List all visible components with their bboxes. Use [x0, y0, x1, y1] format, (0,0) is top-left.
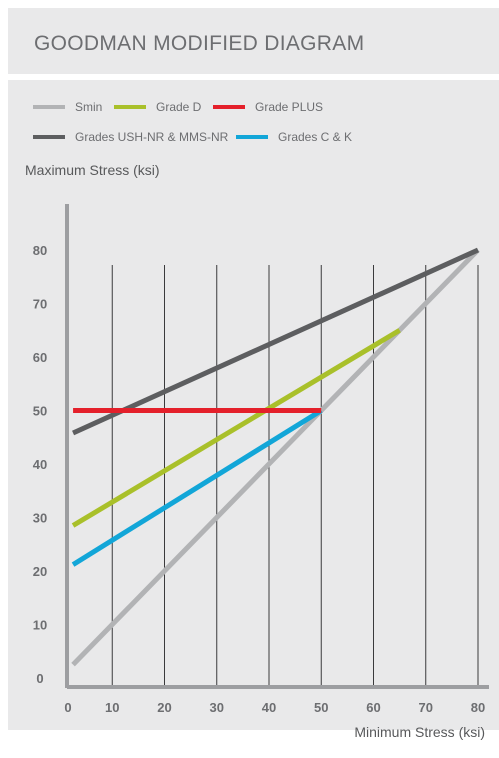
y-tick-label-40: 40 [33, 457, 47, 472]
series-line-grade-d [71, 328, 401, 528]
chart-title: GOODMAN MODIFIED DIAGRAM [34, 32, 365, 55]
legend-item-grades-ck: Grades C & K [236, 130, 352, 144]
x-tick-label-70: 70 [419, 700, 433, 715]
y-tick-label-80: 80 [33, 243, 47, 258]
legend-label-grade-plus: Grade PLUS [255, 100, 324, 114]
series-line-smin [71, 248, 480, 667]
y-axis-label: Maximum Stress (ksi) [25, 162, 160, 178]
legend-item-grade-plus: Grade PLUS [213, 100, 323, 114]
legend-label-grade-d: Grade D [156, 100, 202, 114]
x-tick-label-30: 30 [210, 700, 224, 715]
y-tick-label-50: 50 [33, 404, 47, 419]
legend-swatch-grades-ush [33, 135, 65, 139]
x-tick-label-60: 60 [366, 700, 380, 715]
x-tick-label-10: 10 [105, 700, 119, 715]
title-band: GOODMAN MODIFIED DIAGRAM [8, 8, 499, 74]
title-divider [8, 74, 499, 80]
legend-swatch-grades-ck [236, 135, 268, 139]
legend: Smin Grade D Grade PLUS Grades USH-NR & … [8, 80, 499, 170]
y-tick-label-0: 0 [36, 671, 43, 686]
x-tick-label-50: 50 [314, 700, 328, 715]
x-axis-label: Minimum Stress (ksi) [354, 724, 485, 740]
y-tick-label-10: 10 [33, 618, 47, 633]
legend-label-smin: Smin [75, 100, 103, 114]
chart-card: GOODMAN MODIFIED DIAGRAM Smin Grade D Gr… [8, 8, 499, 730]
legend-item-smin: Smin [33, 100, 102, 114]
series-line-grades-ush-nr-mms-nr [72, 247, 480, 436]
y-tick-label-70: 70 [33, 297, 47, 312]
legend-label-grades-ush: Grades USH-NR & MMS-NR [75, 130, 229, 144]
legend-item-grade-d: Grade D [114, 100, 201, 114]
legend-swatch-grade-plus [213, 105, 245, 109]
x-tick-label-80: 80 [471, 700, 485, 715]
x-tick-label-20: 20 [157, 700, 171, 715]
legend-swatch-smin [33, 105, 65, 109]
x-tick-label-0: 0 [64, 700, 71, 715]
y-tick-label-60: 60 [33, 350, 47, 365]
y-tick-label-30: 30 [33, 511, 47, 526]
legend-item-grades-ush: Grades USH-NR & MMS-NR [33, 130, 228, 144]
y-tick-label-20: 20 [33, 564, 47, 579]
series-line-grades-c-k [71, 408, 323, 567]
legend-swatch-grade-d [114, 105, 146, 109]
legend-label-grades-ck: Grades C & K [278, 130, 353, 144]
x-tick-label-40: 40 [262, 700, 276, 715]
